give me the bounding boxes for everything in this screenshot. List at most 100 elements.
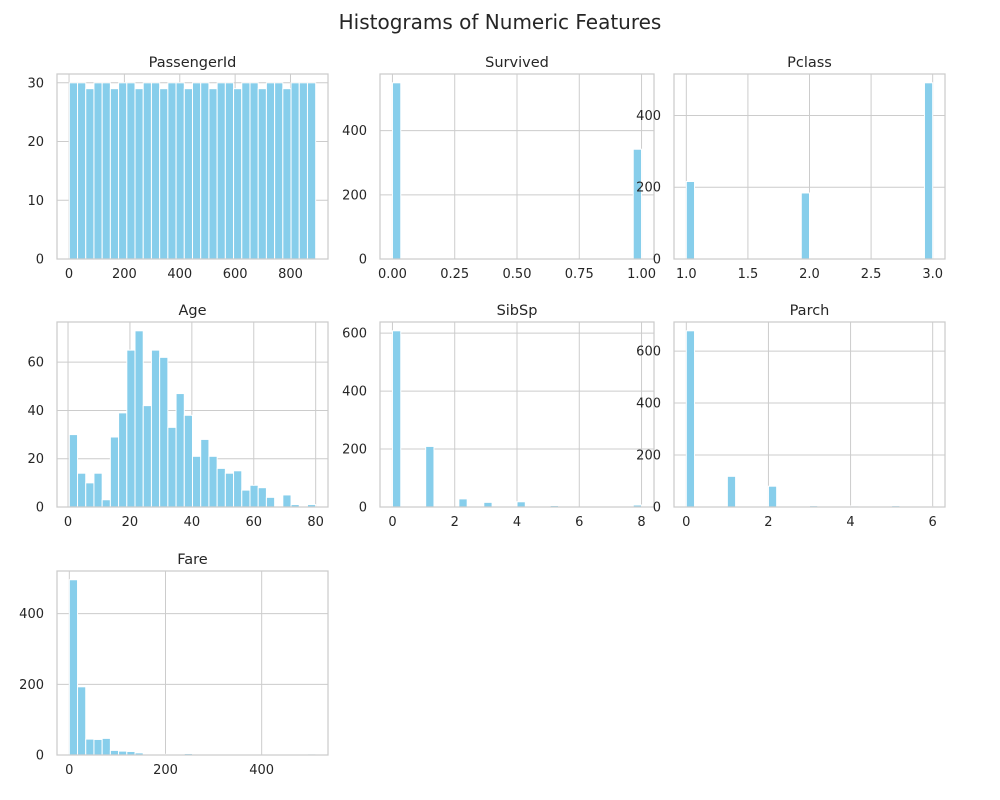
age-x-tick-label: 20 xyxy=(122,515,139,530)
age-histogram-bar xyxy=(77,472,87,508)
age-histogram-bar xyxy=(208,455,218,508)
sibsp-x-tick-label: 6 xyxy=(575,515,583,530)
histogram-panel-age: 0 20 40 60 80 0 20 40 60 Age xyxy=(27,303,329,530)
pclass-y-tick-label: 400 xyxy=(636,109,661,124)
parch-axes-frame xyxy=(673,321,946,508)
age-histogram-bar xyxy=(233,470,243,508)
passengerid-histogram-bar xyxy=(183,88,193,260)
sibsp-y-tick-label: 0 xyxy=(359,501,367,516)
sibsp-axes-frame xyxy=(379,321,655,508)
survived-x-tick-label: 1.00 xyxy=(627,267,656,282)
passengerid-histogram-bar xyxy=(208,88,218,260)
passengerid-histogram-bar xyxy=(233,88,243,260)
survived-axes-frame xyxy=(379,73,655,260)
passengerid-histogram-bar xyxy=(134,88,144,260)
passengerid-histogram-bar xyxy=(257,88,267,260)
histogram-panel-passengerid: 0 200 400 600 800 0 10 20 30 PassengerId xyxy=(27,55,329,282)
passengerid-histogram-bar xyxy=(101,82,111,260)
parch-histogram-bar xyxy=(726,475,737,508)
sibsp-y-tick-label: 400 xyxy=(342,385,367,400)
sibsp-histogram-bar xyxy=(425,445,435,508)
parch-y-tick-label: 200 xyxy=(636,449,661,464)
age-histogram-bar xyxy=(192,455,202,508)
passengerid-histogram-bar xyxy=(290,82,300,260)
parch-x-tick-label: 2 xyxy=(764,515,772,530)
passengerid-x-tick-label: 800 xyxy=(278,267,303,282)
age-x-tick-label: 60 xyxy=(245,515,262,530)
age-axes-frame xyxy=(56,321,329,508)
histogram-panel-fare: 0 200 400 0 200 400 Fare xyxy=(19,552,329,778)
passengerid-histogram-bar xyxy=(68,82,79,260)
passengerid-histogram-bar xyxy=(159,88,169,260)
age-histogram-bar xyxy=(134,330,144,508)
passengerid-axes-frame xyxy=(56,73,329,260)
passengerid-histogram-bar xyxy=(216,82,226,260)
age-histogram-bar xyxy=(183,414,194,508)
sibsp-y-tick-label: 200 xyxy=(342,443,367,458)
fare-panel-title: Fare xyxy=(177,552,208,568)
fare-histogram-bar xyxy=(93,738,103,756)
survived-y-tick-label: 0 xyxy=(359,253,367,268)
age-x-tick-label: 80 xyxy=(307,515,324,530)
age-histogram-bar xyxy=(224,472,235,508)
age-y-tick-label: 20 xyxy=(27,452,44,467)
pclass-x-tick-label: 2.0 xyxy=(799,267,820,282)
pclass-panel-title: Pclass xyxy=(787,55,832,71)
sibsp-x-tick-label: 4 xyxy=(513,515,521,530)
passengerid-x-tick-label: 0 xyxy=(65,267,73,282)
pclass-x-tick-label: 1.0 xyxy=(676,267,697,282)
passengerid-y-tick-label: 20 xyxy=(27,135,44,150)
survived-x-tick-label: 0.50 xyxy=(503,267,532,282)
sibsp-x-tick-label: 8 xyxy=(637,515,645,530)
passengerid-histogram-bar xyxy=(274,82,284,260)
histogram-panel-pclass: 1.0 1.5 2.0 2.5 3.0 0 200 400 Pclass xyxy=(636,55,946,282)
survived-x-tick-label: 0.25 xyxy=(440,267,469,282)
histogram-panel-parch: 0 2 4 6 0 200 400 600 Parch xyxy=(636,303,946,530)
parch-histogram-bar xyxy=(767,485,778,508)
passengerid-histogram-bar xyxy=(249,82,259,260)
survived-y-tick-label: 400 xyxy=(342,124,367,139)
age-histogram-bar xyxy=(93,472,103,508)
passengerid-histogram-bar xyxy=(265,82,276,260)
sibsp-histogram-bar xyxy=(391,330,402,508)
age-histogram-bar xyxy=(200,438,210,508)
survived-x-tick-label: 0.00 xyxy=(378,267,407,282)
parch-x-tick-label: 4 xyxy=(846,515,854,530)
parch-plot-area xyxy=(674,322,945,507)
age-histogram-bar xyxy=(85,482,95,508)
age-histogram-bar xyxy=(167,426,177,508)
sibsp-x-tick-label: 2 xyxy=(451,515,459,530)
sibsp-x-tick-label: 0 xyxy=(388,515,396,530)
age-panel-title: Age xyxy=(178,303,206,319)
passengerid-x-tick-label: 400 xyxy=(167,267,192,282)
sibsp-histogram-bar xyxy=(516,501,526,508)
passengerid-histogram-bar xyxy=(126,82,136,260)
age-histogram-bar xyxy=(109,436,120,508)
age-histogram-bar xyxy=(101,499,111,508)
parch-x-tick-label: 0 xyxy=(682,515,690,530)
passengerid-histogram-bar xyxy=(175,82,185,260)
age-histogram-bar xyxy=(118,412,128,508)
survived-y-tick-label: 200 xyxy=(342,188,367,203)
pclass-x-tick-label: 3.0 xyxy=(922,267,943,282)
passengerid-y-tick-label: 0 xyxy=(36,253,44,268)
sibsp-panel-title: SibSp xyxy=(497,303,538,319)
fare-x-tick-label: 200 xyxy=(153,763,178,778)
age-x-tick-label: 0 xyxy=(64,515,72,530)
fare-y-tick-label: 400 xyxy=(19,607,44,622)
age-histogram-bar xyxy=(150,349,161,508)
fare-y-tick-label: 0 xyxy=(36,749,44,764)
passengerid-histogram-bar xyxy=(298,82,308,260)
passengerid-histogram-bar xyxy=(150,82,161,260)
sibsp-histogram-bar xyxy=(483,501,493,508)
age-histogram-bar xyxy=(142,405,152,508)
pclass-axes-frame xyxy=(673,73,946,260)
survived-histogram-bar xyxy=(391,82,402,260)
survived-x-tick-label: 0.75 xyxy=(565,267,594,282)
pclass-x-tick-label: 1.5 xyxy=(738,267,759,282)
passengerid-histogram-bar xyxy=(118,82,128,260)
age-x-tick-label: 40 xyxy=(184,515,201,530)
fare-histogram-bar xyxy=(101,737,111,756)
age-y-tick-label: 40 xyxy=(27,404,44,419)
parch-y-tick-label: 0 xyxy=(653,501,661,516)
